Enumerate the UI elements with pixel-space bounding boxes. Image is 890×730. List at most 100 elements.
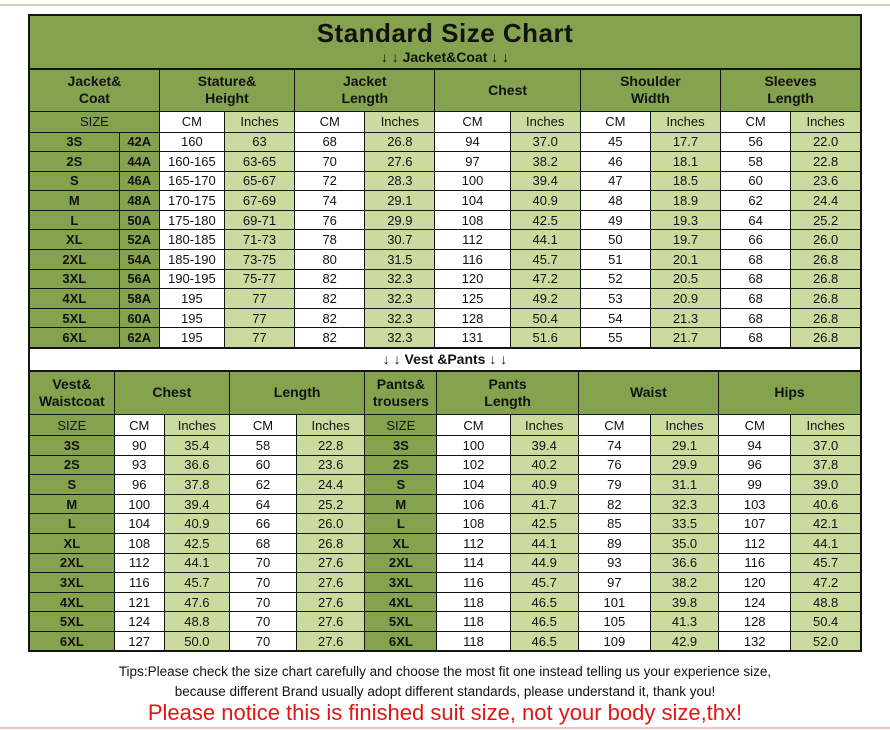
table-cell: 20.1	[649, 249, 722, 270]
table-cell: 27.6	[296, 591, 366, 613]
table-cell: 48	[579, 190, 651, 211]
inches-header: Inches	[296, 414, 366, 437]
cm-header: CM	[718, 414, 792, 437]
table-cell: 160-165	[158, 151, 225, 172]
table-row: 2S 93 36.6 60 23.6 2S 102 40.2 76 29.9 96 37.8	[28, 454, 862, 476]
table-cell: 21.3	[649, 307, 722, 329]
table-row: S 46A 165-170 65-67 72 28.3 100 39.4 47 18.5 60 23.…	[28, 170, 862, 192]
table-row: 2XL 112 44.1 70 27.6 2XL 114 44.9 93 36.6 116 45.7	[28, 552, 862, 574]
table-cell: 93	[113, 454, 165, 476]
table-cell: 39.4	[509, 435, 579, 456]
table-cell: L	[364, 513, 438, 534]
table-cell: 68	[294, 131, 366, 153]
col-group-label: Waist	[630, 384, 667, 401]
table-cell: 175-180	[158, 209, 225, 231]
table-cell: 50A	[118, 209, 160, 231]
table-cell: 97	[577, 572, 651, 593]
table-cell: 73-75	[223, 249, 296, 270]
table-cell: 105	[577, 611, 651, 632]
inches-header: Inches	[163, 414, 230, 437]
table-cell: 58	[228, 435, 298, 456]
table-cell: 32.3	[364, 327, 436, 349]
table-row: 6XL 62A 195 77 82 32.3 131 51.6 55 21.7 68 26.8	[28, 327, 862, 349]
table-cell: 44.9	[509, 552, 579, 574]
table-cell: 25.2	[790, 209, 862, 231]
table-cell: 3XL	[28, 572, 115, 593]
table-cell: 21.7	[649, 327, 722, 349]
table-cell: 97	[434, 151, 511, 172]
table-cell: 127	[113, 630, 165, 652]
jacket-table-body: 3S 42A 160 63 68 26.8 94 37.0 45 17.7 56 22.0 2S 44A 1…	[28, 131, 862, 349]
table-cell: 47	[579, 170, 651, 192]
inches-header: Inches	[509, 414, 579, 437]
table-cell: 3S	[28, 131, 120, 153]
table-row: 6XL 127 50.0 70 27.6 6XL 118 46.5 109 42.9 132 52.0	[28, 630, 862, 652]
col-group-label: Shoulder Width	[620, 73, 681, 107]
table-cell: 55	[579, 327, 651, 349]
table-cell: 37.8	[163, 474, 230, 495]
table-cell: 102	[436, 454, 511, 476]
table-cell: 2XL	[28, 249, 120, 270]
col-group-label: Chest	[488, 81, 528, 98]
table-cell: M	[28, 190, 120, 211]
table-cell: 70	[228, 591, 298, 613]
table-cell: 120	[718, 572, 792, 593]
table-cell: 85	[577, 513, 651, 534]
table-row: 4XL 58A 195 77 82 32.3 125 49.2 53 20.9 68 26.8	[28, 288, 862, 309]
table-cell: 118	[436, 630, 511, 652]
table-cell: 109	[577, 630, 651, 652]
table-cell: 2S	[364, 454, 438, 476]
table-cell: 77	[223, 327, 296, 349]
table-cell: 104	[434, 190, 511, 211]
col-group-label: Vest& Waistcoat	[39, 375, 105, 409]
table-cell: 131	[434, 327, 511, 349]
table-cell: 66	[228, 513, 298, 534]
table-cell: 100	[436, 435, 511, 456]
table-cell: 45	[579, 131, 651, 153]
table-cell: 6XL	[28, 327, 120, 349]
table-cell: 190-195	[158, 268, 225, 290]
table-cell: 114	[436, 552, 511, 574]
table-cell: 42.5	[509, 209, 581, 231]
table-cell: 30.7	[364, 229, 436, 251]
table-row: S 96 37.8 62 24.4 S 104 40.9 79 31.1 99 39.0	[28, 474, 862, 495]
table-cell: 64	[720, 209, 792, 231]
table-cell: 170-175	[158, 190, 225, 211]
col-group-jacket-coat: Jacket& Coat	[28, 68, 160, 112]
table-cell: XL	[28, 533, 115, 554]
table-cell: 50.4	[790, 611, 862, 632]
table-cell: 23.6	[296, 454, 366, 476]
table-cell: 63-65	[223, 151, 296, 172]
table-row: 2XL 54A 185-190 73-75 80 31.5 116 45.7 51 20.1 68 2…	[28, 249, 862, 270]
table-cell: 26.8	[790, 307, 862, 329]
table-cell: 27.6	[296, 572, 366, 593]
table-cell: 68	[228, 533, 298, 554]
col-group-jacket-length: Jacket Length	[294, 68, 436, 112]
jacket-coat-section-label: ↓ ↓ Jacket&Coat ↓ ↓	[380, 48, 510, 65]
table-cell: 100	[113, 493, 165, 515]
jacket-coat-table: Jacket& Coat Stature& Height Jacket Leng…	[28, 68, 862, 349]
table-cell: 195	[158, 327, 225, 349]
table-cell: 46.5	[509, 591, 579, 613]
table-cell: 103	[718, 493, 792, 515]
table-cell: 112	[436, 533, 511, 554]
table-cell: 74	[294, 190, 366, 211]
table-cell: 32.3	[364, 268, 436, 290]
table-cell: 45.7	[790, 552, 862, 574]
table-cell: 36.6	[163, 454, 230, 476]
table-cell: 89	[577, 533, 651, 554]
table-cell: 45.7	[163, 572, 230, 593]
table-cell: 40.9	[163, 513, 230, 534]
col-group-stature-height: Stature& Height	[158, 68, 296, 112]
table-cell: 112	[434, 229, 511, 251]
cm-header: CM	[113, 414, 165, 437]
table-cell: 70	[228, 572, 298, 593]
table-cell: 107	[718, 513, 792, 534]
table-cell: L	[28, 209, 120, 231]
table-cell: S	[364, 474, 438, 495]
table-cell: 69-71	[223, 209, 296, 231]
table-cell: 29.9	[649, 454, 720, 476]
table-cell: 6XL	[364, 630, 438, 652]
table-cell: 2XL	[28, 552, 115, 574]
table-cell: 94	[718, 435, 792, 456]
